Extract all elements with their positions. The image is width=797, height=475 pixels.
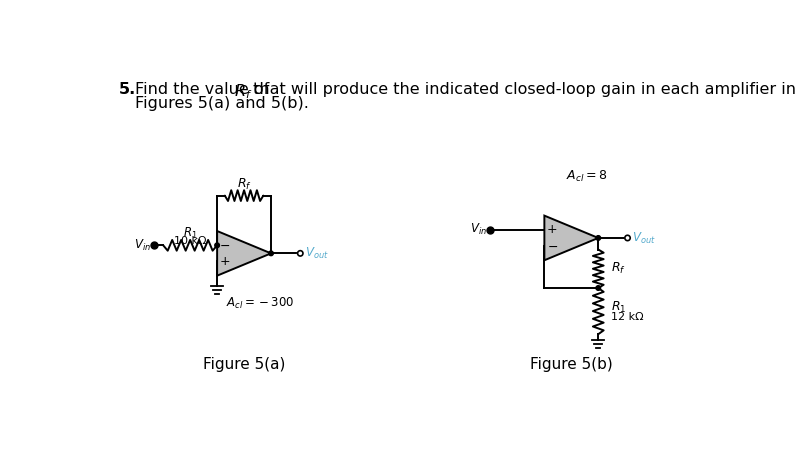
Circle shape bbox=[215, 243, 219, 247]
Text: that will produce the indicated closed-loop gain in each amplifier in: that will produce the indicated closed-l… bbox=[248, 82, 796, 97]
Text: $R_1$: $R_1$ bbox=[183, 226, 198, 240]
Text: Figure 5(a): Figure 5(a) bbox=[203, 358, 285, 372]
Text: $-$: $-$ bbox=[547, 239, 558, 253]
Text: $+$: $+$ bbox=[219, 255, 230, 268]
Text: $+$: $+$ bbox=[547, 223, 558, 237]
Text: $\mathbf{\it{R_f}}$: $\mathbf{\it{R_f}}$ bbox=[234, 82, 253, 101]
Circle shape bbox=[269, 251, 273, 256]
Circle shape bbox=[596, 285, 601, 290]
Polygon shape bbox=[217, 231, 271, 276]
Text: $A_{cl}=8$: $A_{cl}=8$ bbox=[566, 169, 607, 184]
Text: $R_f$: $R_f$ bbox=[611, 261, 626, 276]
Text: Find the value of: Find the value of bbox=[135, 82, 274, 97]
Text: $A_{cl}=-300$: $A_{cl}=-300$ bbox=[226, 296, 295, 311]
Text: $-$: $-$ bbox=[219, 239, 230, 252]
Text: 12 kΩ: 12 kΩ bbox=[611, 312, 643, 322]
Circle shape bbox=[596, 236, 601, 240]
Text: $V_{out}$: $V_{out}$ bbox=[305, 246, 328, 261]
Circle shape bbox=[625, 235, 630, 241]
Text: $R_f$: $R_f$ bbox=[237, 177, 252, 192]
Text: 5.: 5. bbox=[119, 82, 135, 97]
Text: $V_{in}$: $V_{in}$ bbox=[134, 238, 151, 253]
Text: 10 kΩ: 10 kΩ bbox=[174, 237, 206, 247]
Text: $R_1$: $R_1$ bbox=[611, 300, 626, 315]
Text: $V_{in}$: $V_{in}$ bbox=[470, 222, 488, 238]
Polygon shape bbox=[544, 216, 599, 260]
Text: Figure 5(b): Figure 5(b) bbox=[530, 358, 613, 372]
Text: Figures 5(a) and 5(b).: Figures 5(a) and 5(b). bbox=[135, 96, 308, 111]
Circle shape bbox=[297, 251, 303, 256]
Text: $V_{out}$: $V_{out}$ bbox=[632, 230, 656, 246]
